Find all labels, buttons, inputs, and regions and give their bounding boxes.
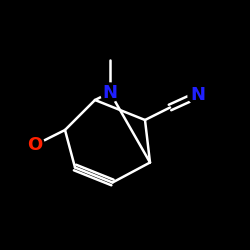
Circle shape <box>26 136 44 154</box>
Text: N: N <box>102 84 118 102</box>
Text: O: O <box>28 136 42 154</box>
Circle shape <box>100 83 119 102</box>
Text: N: N <box>190 86 205 104</box>
Circle shape <box>188 86 207 104</box>
